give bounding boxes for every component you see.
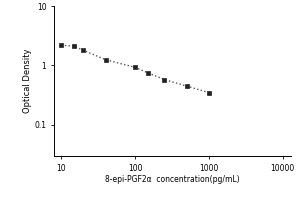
Y-axis label: Optical Density: Optical Density (22, 49, 32, 113)
X-axis label: 8-epi-PGF2α  concentration(pg/mL): 8-epi-PGF2α concentration(pg/mL) (105, 175, 240, 184)
